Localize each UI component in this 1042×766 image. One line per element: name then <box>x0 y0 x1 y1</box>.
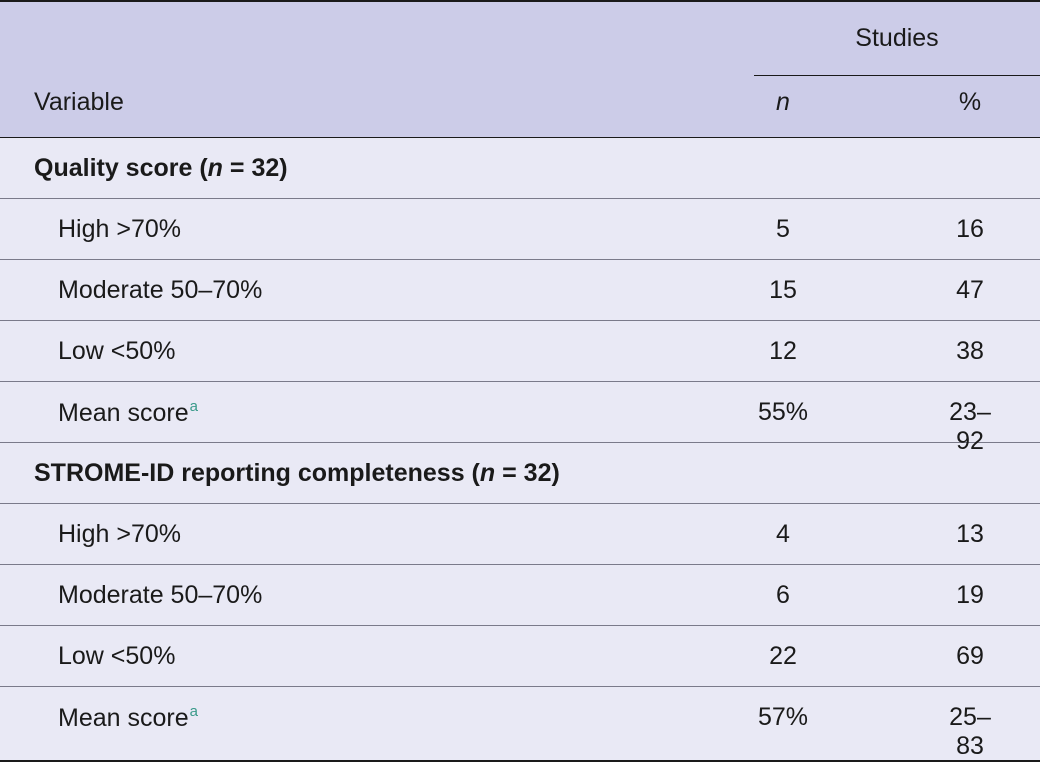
n-value: 15 <box>769 276 797 304</box>
row-label: High >70% <box>58 215 181 243</box>
section-title: Quality score (n = 32) <box>34 154 288 182</box>
footnote-marker[interactable]: a <box>189 398 198 415</box>
percent-value: 47 <box>956 276 984 304</box>
table-row: Low <50% 22 69 <box>0 626 1040 687</box>
percent-value: 69 <box>956 642 984 670</box>
footnote-marker[interactable]: a <box>189 703 198 720</box>
percent-value: 16 <box>956 215 984 243</box>
section-header-strome-id: STROME-ID reporting completeness (n = 32… <box>0 443 1040 504</box>
table-row: Moderate 50–70% 6 19 <box>0 565 1040 626</box>
table-row: High >70% 4 13 <box>0 504 1040 565</box>
studies-group-header: Studies <box>855 24 939 52</box>
row-label: High >70% <box>58 520 181 548</box>
row-label: Low <50% <box>58 337 176 365</box>
table-header: Studies Variable n % <box>0 2 1040 138</box>
percent-value: 38 <box>956 337 984 365</box>
percent-value: 19 <box>956 581 984 609</box>
table-row: Mean scorea 55% 23–92 <box>0 382 1040 455</box>
table-row: Low <50% 12 38 <box>0 321 1040 382</box>
section-header-quality-score: Quality score (n = 32) <box>0 138 1040 199</box>
n-value: 6 <box>776 581 790 609</box>
percent-value: 13 <box>956 520 984 548</box>
percent-value: 23–92 <box>949 398 991 455</box>
n-value: 5 <box>776 215 790 243</box>
percent-column-header: % <box>958 88 982 116</box>
studies-header-rule <box>754 75 1040 76</box>
table-row: Mean scorea 57% 25–83 <box>0 687 1040 760</box>
table-row: Moderate 50–70% 15 47 <box>0 260 1040 321</box>
variable-column-header: Variable <box>34 88 124 116</box>
n-value: 57% <box>757 703 809 731</box>
n-value: 12 <box>769 337 797 365</box>
n-value: 55% <box>757 398 809 426</box>
row-label: Mean scorea <box>58 398 198 427</box>
table-row: High >70% 5 16 <box>0 199 1040 260</box>
percent-value: 25–83 <box>949 703 991 760</box>
n-value: 22 <box>769 642 797 670</box>
row-label: Low <50% <box>58 642 176 670</box>
row-label: Mean scorea <box>58 703 198 732</box>
row-label: Moderate 50–70% <box>58 276 263 304</box>
n-value: 4 <box>776 520 790 548</box>
n-column-header: n <box>776 88 790 116</box>
row-label: Moderate 50–70% <box>58 581 263 609</box>
section-title: STROME-ID reporting completeness (n = 32… <box>34 459 560 487</box>
